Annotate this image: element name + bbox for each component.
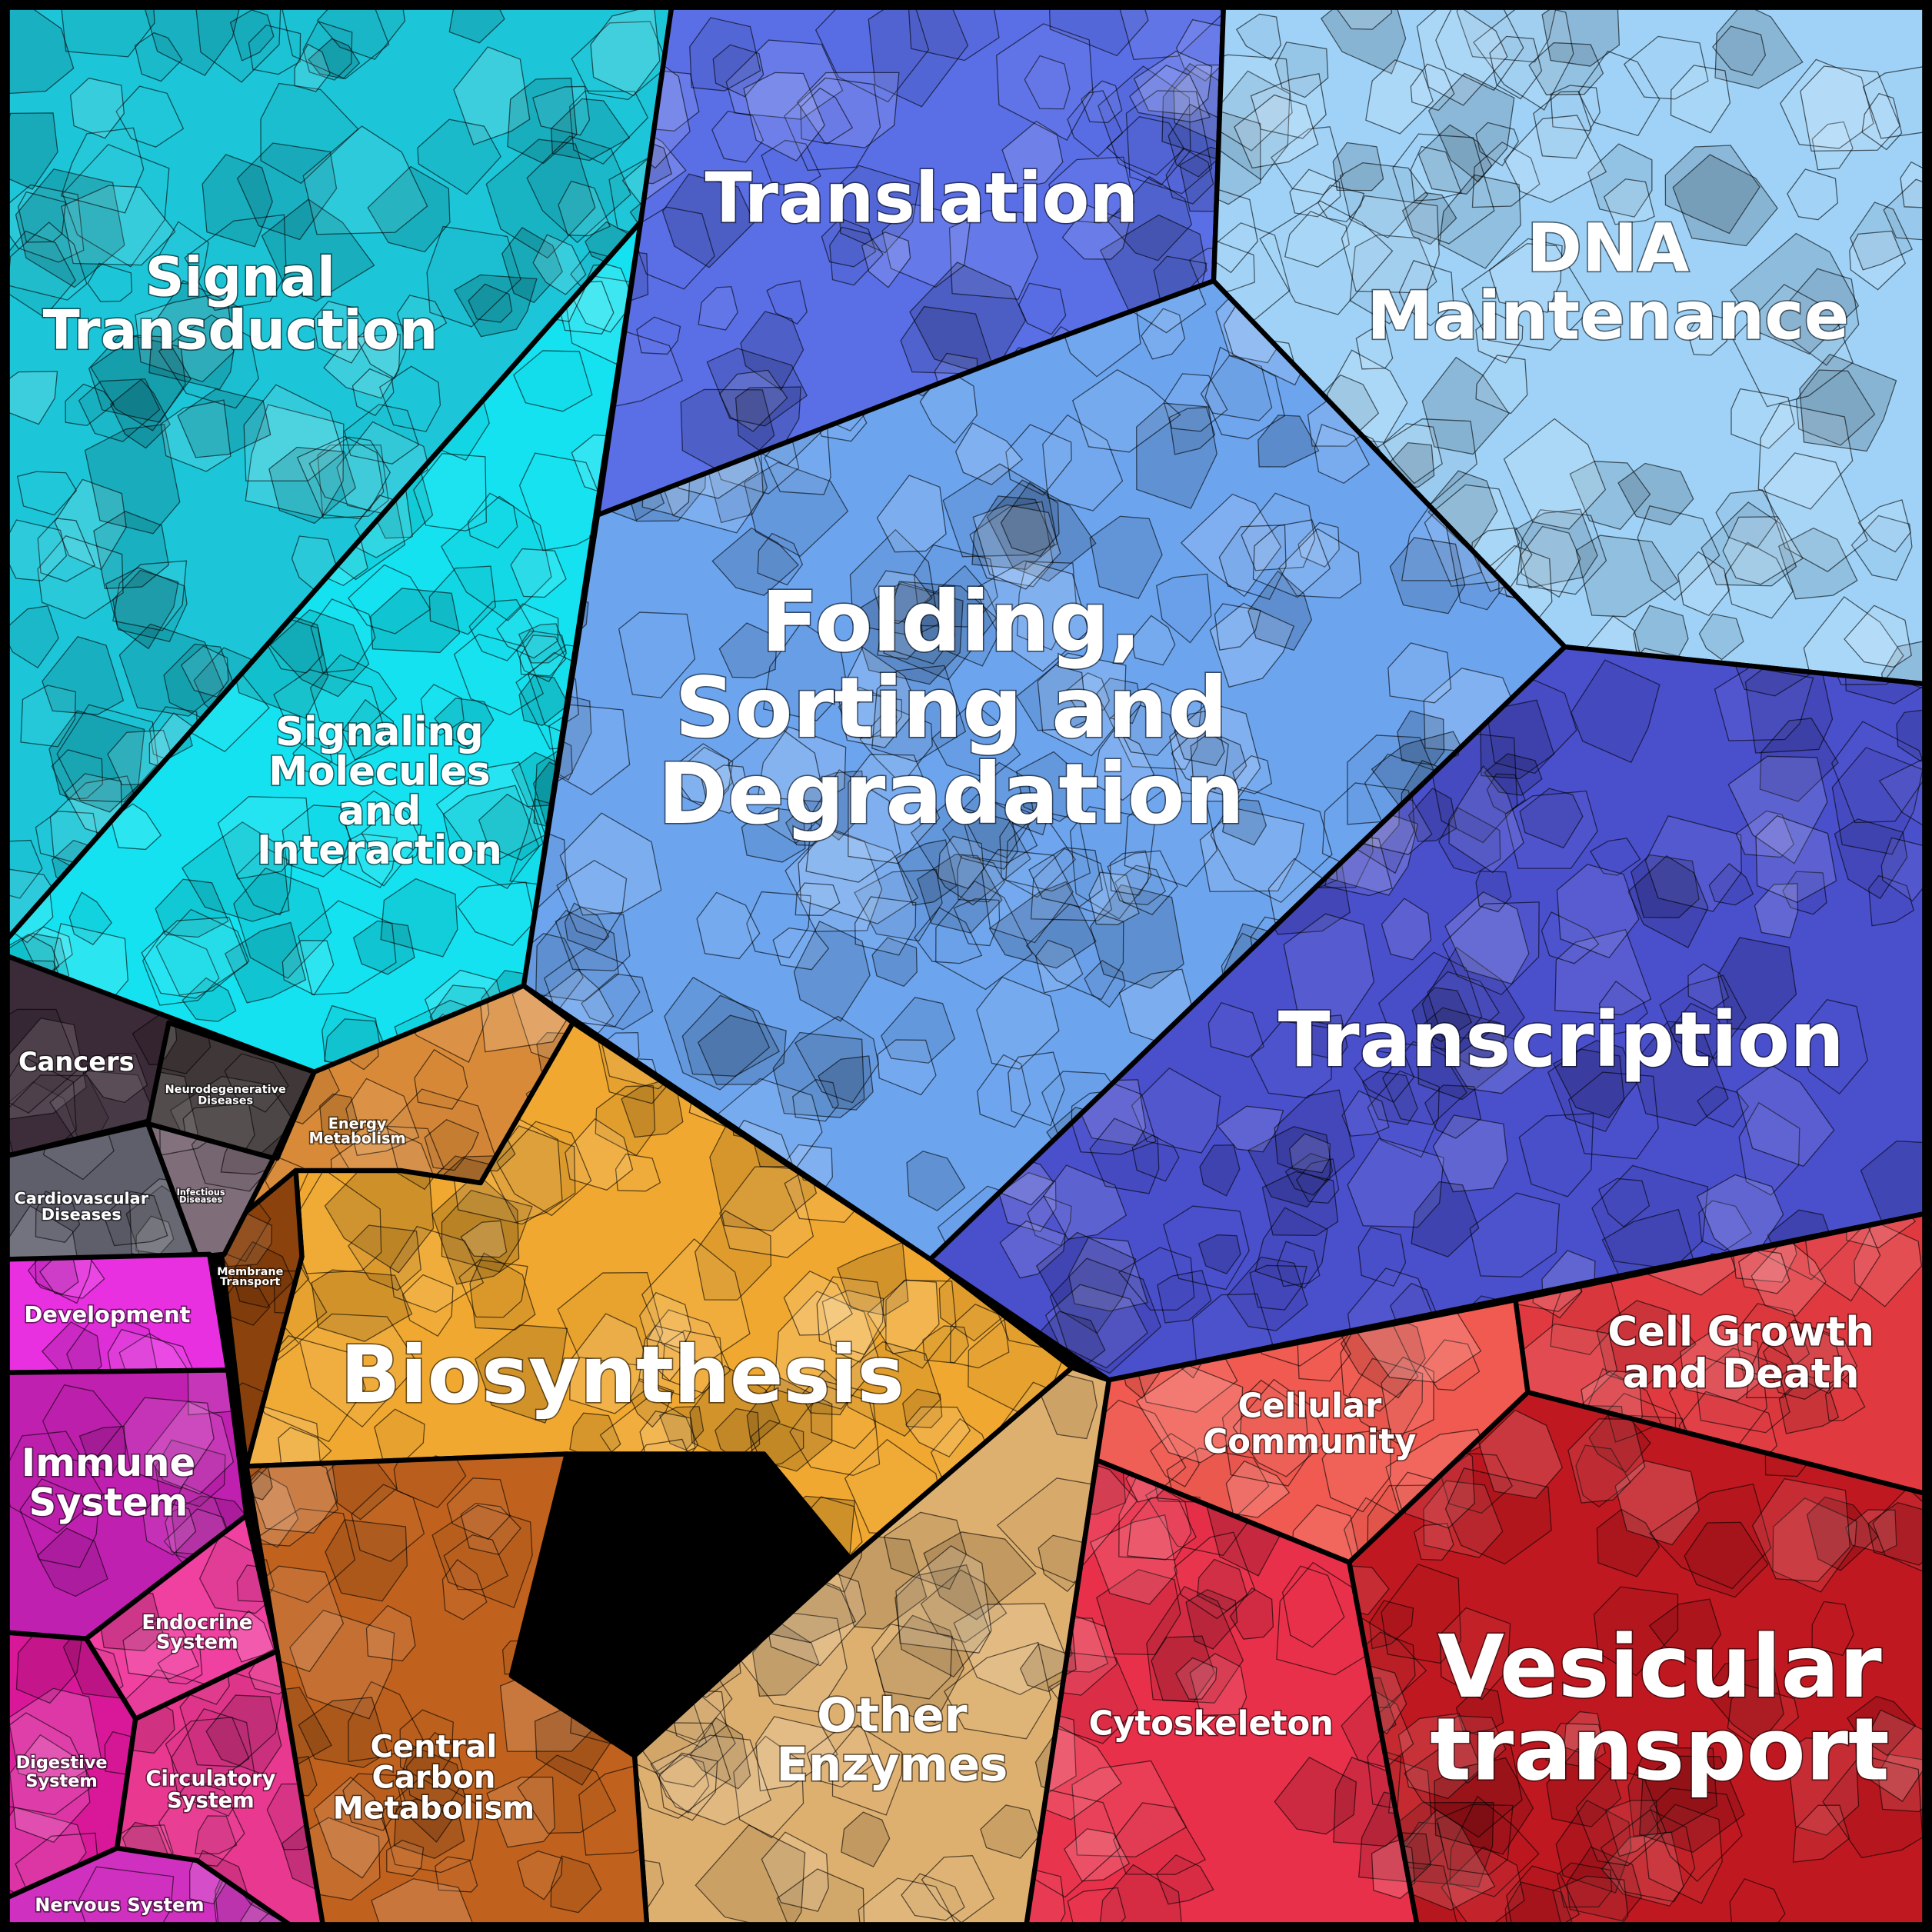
label-line: DNA xyxy=(1527,210,1689,287)
region-label: Nervous System xyxy=(35,1894,204,1916)
region-label: Vesicular transport xyxy=(1430,1617,1889,1800)
label-line: Digestive xyxy=(16,1753,108,1773)
region-label: Other Enzymes xyxy=(776,1688,1008,1792)
label-line: Molecules xyxy=(268,749,490,795)
label-line: Neurodegenerative xyxy=(165,1084,286,1096)
label-line: Community xyxy=(1204,1423,1417,1461)
label-line: Immune xyxy=(22,1441,195,1485)
region-label: Signal Transduction xyxy=(43,245,438,361)
region-label: Cellular Community xyxy=(1204,1387,1417,1461)
region-label: Folding, Sorting and Degradation xyxy=(658,573,1244,843)
label-line: Central xyxy=(371,1730,498,1765)
region-label: Biosynthesis xyxy=(340,1330,904,1421)
label-line: Diseases xyxy=(42,1205,122,1224)
label-line: Maintenance xyxy=(1367,278,1849,355)
label-line: Sorting and xyxy=(675,659,1227,757)
label-line: Other xyxy=(817,1688,967,1743)
label-line: System xyxy=(25,1771,97,1791)
label-line: System xyxy=(156,1631,238,1654)
label-line: Development xyxy=(24,1301,190,1327)
label-line: Diseases xyxy=(198,1094,253,1107)
label-line: Nervous System xyxy=(35,1894,204,1916)
label-line: and xyxy=(338,788,421,834)
label-line: Cytoskeleton xyxy=(1089,1705,1334,1744)
label-line: Diseases xyxy=(179,1195,222,1205)
region-label: Immune System xyxy=(22,1441,195,1524)
region-label: Translation xyxy=(705,158,1138,238)
region-label: Infectious Diseases xyxy=(177,1188,225,1205)
label-line: System xyxy=(167,1789,254,1813)
label-line: Folding, xyxy=(761,573,1141,671)
region-label: Transcription xyxy=(1278,996,1844,1084)
label-line: Circulatory xyxy=(146,1767,276,1790)
label-line: Translation xyxy=(705,158,1138,238)
label-line: Metabolism xyxy=(309,1130,406,1148)
region-label: Circulatory System xyxy=(146,1767,276,1813)
region-label: Endocrine System xyxy=(142,1611,252,1654)
label-line: Signal xyxy=(145,245,335,308)
region-label: Cytoskeleton xyxy=(1089,1705,1334,1744)
region-label: Neurodegenerative Diseases xyxy=(165,1084,286,1107)
region-label: Energy Metabolism xyxy=(309,1114,406,1147)
label-line: Cancers xyxy=(18,1047,135,1077)
region-label: Cardiovascular Diseases xyxy=(14,1189,148,1224)
label-line: Transcription xyxy=(1278,996,1844,1084)
label-line: Carbon xyxy=(371,1760,495,1796)
label-line: Transduction xyxy=(43,298,438,361)
label-line: Transport xyxy=(220,1276,280,1288)
region-label: Cancers xyxy=(18,1047,135,1077)
region-label: Central Carbon Metabolism xyxy=(333,1730,535,1827)
label-line: Enzymes xyxy=(776,1737,1008,1792)
label-line: Vesicular xyxy=(1437,1617,1882,1717)
label-line: Degradation xyxy=(658,745,1244,843)
label-line: Endocrine xyxy=(142,1611,252,1634)
label-line: Infectious xyxy=(177,1188,225,1198)
cell-texture xyxy=(148,1022,296,1158)
region-circulatory-system[interactable] xyxy=(106,1641,348,1932)
region-biosynthesis[interactable] xyxy=(204,985,1091,1589)
label-line: Membrane xyxy=(217,1266,284,1278)
label-line: Signaling xyxy=(275,709,484,755)
region-development[interactable] xyxy=(5,1224,231,1418)
label-line: Cellular xyxy=(1238,1387,1383,1425)
region-label: Membrane Transport xyxy=(217,1266,284,1288)
label-line: Energy xyxy=(328,1114,387,1132)
label-line: and Death xyxy=(1623,1351,1860,1397)
region-label: Signaling Molecules and Interaction xyxy=(257,709,502,874)
label-line: System xyxy=(29,1481,188,1525)
label-line: Cardiovascular xyxy=(14,1189,148,1208)
region-label: Development xyxy=(24,1301,190,1327)
region-label: Cell Growth and Death xyxy=(1607,1308,1874,1397)
label-line: Cell Growth xyxy=(1607,1308,1874,1355)
region-label: Digestive System xyxy=(16,1753,108,1791)
label-line: Biosynthesis xyxy=(340,1330,904,1421)
label-line: Metabolism xyxy=(333,1791,535,1827)
region-label: DNA Maintenance xyxy=(1367,210,1849,355)
label-line: transport xyxy=(1430,1700,1889,1800)
label-line: Interaction xyxy=(257,828,502,874)
